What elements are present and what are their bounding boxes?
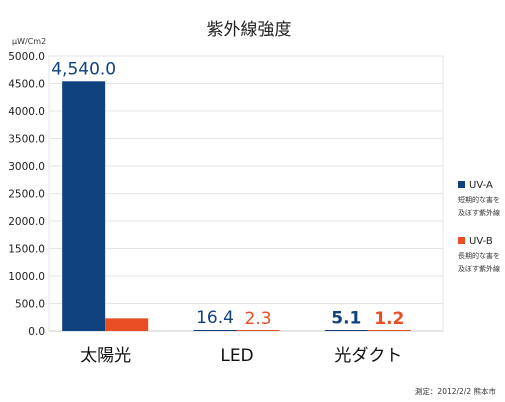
- category-labels: 太陽光 LED 光ダクト: [80, 346, 402, 366]
- y-tick-label: 4000.0: [8, 106, 45, 118]
- bars: [62, 81, 411, 331]
- y-tick-label: 5000.0: [8, 51, 45, 63]
- category-label: 太陽光: [80, 346, 131, 366]
- legend-note: 及ぼす紫外線: [458, 208, 500, 217]
- y-tick-label: 4500.0: [8, 79, 45, 91]
- legend-series-name: UV-B: [469, 236, 493, 247]
- data-label: 16.4: [196, 308, 234, 328]
- y-tick-label: 3000.0: [8, 161, 45, 173]
- legend-note: 長期的な害を: [458, 251, 500, 260]
- data-label: 4,540.0: [51, 59, 116, 79]
- bar-uv-b-1: [236, 330, 280, 331]
- bar-uv-a-1: [193, 330, 237, 331]
- y-tick-label: 500.0: [15, 299, 45, 311]
- legend-swatch: [458, 237, 465, 244]
- legend-series-name: UV-A: [469, 180, 493, 191]
- category-label: 光ダクト: [334, 346, 402, 366]
- bar-uv-a-0: [62, 81, 106, 331]
- y-tick-label: 3500.0: [8, 134, 45, 146]
- y-tick-label: 0.0: [28, 326, 45, 338]
- bar-uv-a-2: [324, 330, 368, 331]
- legend-note: 及ぼす紫外線: [458, 264, 500, 273]
- data-label: 2.3: [244, 309, 271, 329]
- data-labels: 4,540.0 16.4 2.3 5.1 1.2: [51, 59, 404, 329]
- y-tick-label: 1500.0: [8, 244, 45, 256]
- legend-note: 短期的な害を: [458, 195, 500, 204]
- y-tick-label: 1000.0: [8, 271, 45, 283]
- bar-uv-b-2: [367, 330, 411, 331]
- data-label: 1.2: [374, 309, 404, 329]
- bar-uv-b-0: [105, 318, 149, 331]
- chart-title: 紫外線強度: [207, 20, 292, 40]
- measurement-note: 測定：2012/2/2 熊本市: [415, 386, 497, 396]
- y-axis-ticks: 0.0 500.0 1000.0 1500.0 2000.0 2500.0 3000.0 35…: [8, 51, 45, 338]
- y-tick-label: 2500.0: [8, 189, 45, 201]
- data-label: 5.1: [331, 309, 361, 329]
- legend-swatch: [458, 181, 465, 188]
- y-axis-unit: μW/Cm2: [12, 37, 46, 46]
- category-label: LED: [220, 346, 253, 366]
- y-tick-label: 2000.0: [8, 216, 45, 228]
